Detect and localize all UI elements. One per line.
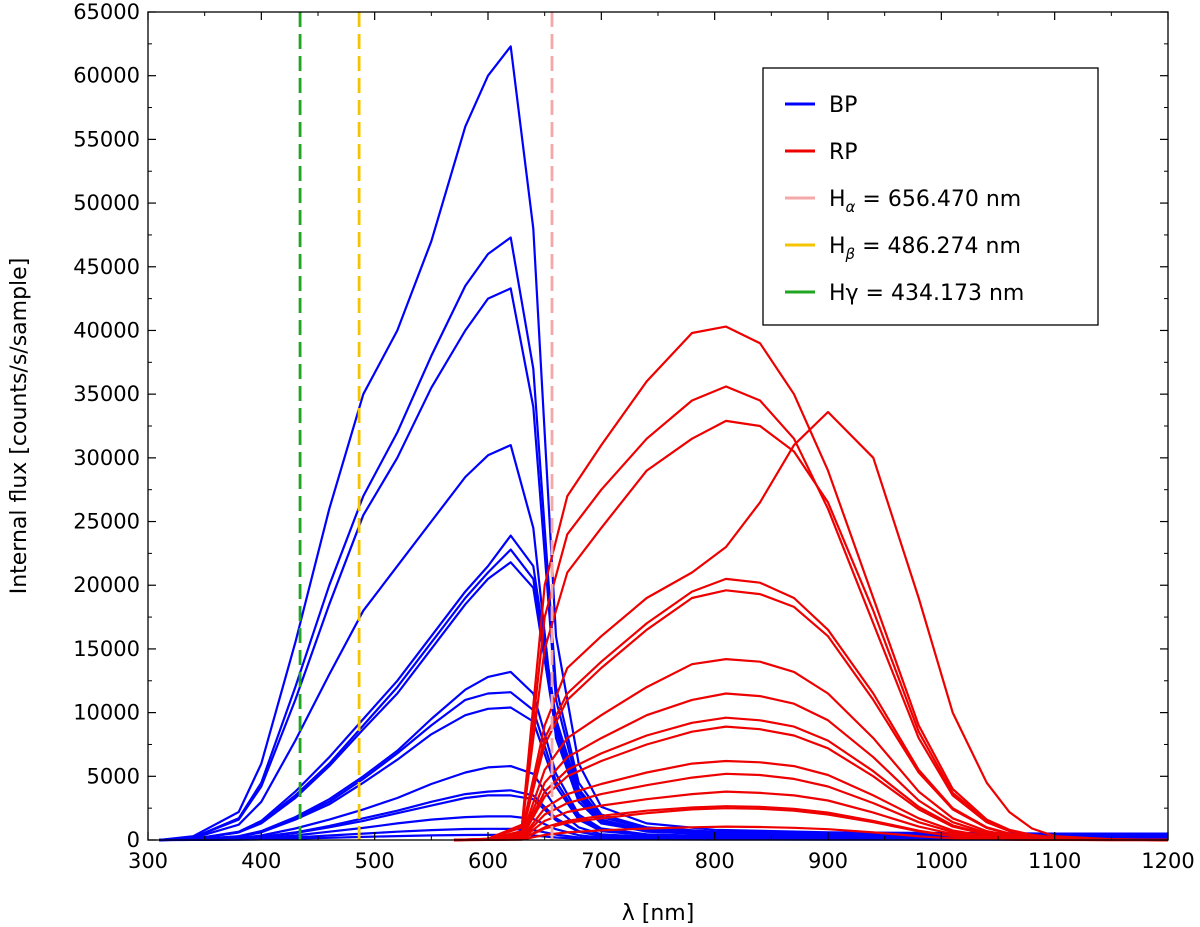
x-axis-title: λ [nm] — [622, 901, 695, 926]
bp-series-line-10 — [159, 706, 1168, 842]
rp-series-line-6 — [453, 589, 1169, 842]
bp-series-line-1 — [159, 45, 1168, 842]
legend-label-bp: BP — [829, 93, 857, 118]
legend: BP RP Hα = 656.470 nm Hβ = 486.274 nm Hγ = 4… — [762, 67, 1099, 326]
legend-label-h-beta: Hβ = 486.274 nm — [829, 234, 1021, 263]
x-tick-label: 1100 — [1028, 849, 1081, 873]
axes-group: 300 400 500 600 700 800 900 1000 1100 1200 0 5000 10… — [73, 0, 1195, 873]
y-tick-label: 50000 — [73, 191, 140, 215]
x-tick-label: 900 — [808, 849, 848, 873]
y-tick-label: 45000 — [73, 255, 140, 279]
y-tick-label: 55000 — [73, 127, 140, 151]
y-tick-label: 20000 — [73, 573, 140, 597]
y-tick-label: 35000 — [73, 382, 140, 406]
y-tick-label: 25000 — [73, 510, 140, 534]
legend-label-rp: RP — [829, 140, 858, 165]
x-tick-label: 1000 — [915, 849, 968, 873]
y-tick-label: 5000 — [87, 764, 140, 788]
x-tick-label: 700 — [581, 849, 621, 873]
legend-label-h-gamma: Hγ = 434.173 nm — [829, 281, 1024, 306]
y-tick-label: 60000 — [73, 64, 140, 88]
y-tick-label: 30000 — [73, 446, 140, 470]
bp-series-line-8 — [159, 670, 1168, 842]
y-tick-label: 0 — [127, 828, 140, 852]
rp-series-line-3 — [453, 419, 1169, 842]
y-tick-label: 40000 — [73, 318, 140, 342]
x-tick-label: 300 — [128, 849, 168, 873]
x-tick-label: 400 — [241, 849, 281, 873]
y-tick-label: 10000 — [73, 701, 140, 725]
x-tick-label: 600 — [468, 849, 508, 873]
y-axis-title: Internal flux [counts/s/sample] — [7, 258, 32, 595]
legend-box — [762, 67, 1099, 326]
y-tick-label: 65000 — [73, 0, 140, 24]
legend-label-h-alpha: Hα = 656.470 nm — [829, 187, 1021, 216]
bp-series-line-2 — [159, 236, 1168, 842]
x-tick-label: 1200 — [1141, 849, 1194, 873]
rp-series-group — [453, 325, 1169, 842]
x-tick-label: 500 — [355, 849, 395, 873]
reference-lines-group — [298, 12, 554, 840]
bp-series-line-3 — [159, 287, 1168, 842]
y-tick-label: 15000 — [73, 637, 140, 661]
bp-series-line-7 — [159, 534, 1168, 842]
x-tick-label: 800 — [695, 849, 735, 873]
